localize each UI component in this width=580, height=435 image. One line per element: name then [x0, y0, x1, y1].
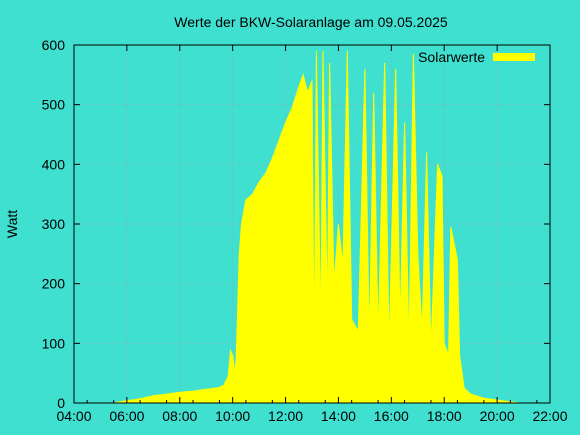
series-layer — [113, 50, 520, 404]
axis-ticks: 04:00 06:00 08:00 10:00 12:00 14:00 16:00 18:00… — [42, 37, 568, 424]
x-tick-label: 18:00 — [427, 408, 462, 424]
y-tick-label: 100 — [42, 335, 66, 351]
legend: Solarwerte — [418, 49, 535, 65]
y-tick-label: 300 — [42, 216, 66, 232]
legend-label: Solarwerte — [418, 49, 485, 65]
y-tick-label: 600 — [42, 37, 66, 53]
y-tick-label: 0 — [57, 395, 65, 411]
chart-title: Werte der BKW-Solaranlage am 09.05.2025 — [174, 14, 448, 30]
x-tick-label: 04:00 — [56, 408, 91, 424]
x-tick-label: 08:00 — [162, 408, 197, 424]
x-tick-label: 20:00 — [480, 408, 515, 424]
x-tick-label: 12:00 — [268, 408, 303, 424]
x-tick-label: 14:00 — [321, 408, 356, 424]
y-tick-label: 500 — [42, 97, 66, 113]
y-axis-label: Watt — [4, 210, 20, 238]
legend-swatch — [493, 53, 535, 61]
x-tick-label: 06:00 — [109, 408, 144, 424]
x-tick-label: 10:00 — [215, 408, 250, 424]
x-tick-label: 22:00 — [532, 408, 567, 424]
y-tick-label: 400 — [42, 156, 66, 172]
y-tick-label: 200 — [42, 276, 66, 292]
x-tick-label: 16:00 — [374, 408, 409, 424]
grid-lines — [74, 45, 550, 403]
series-area — [113, 50, 520, 404]
